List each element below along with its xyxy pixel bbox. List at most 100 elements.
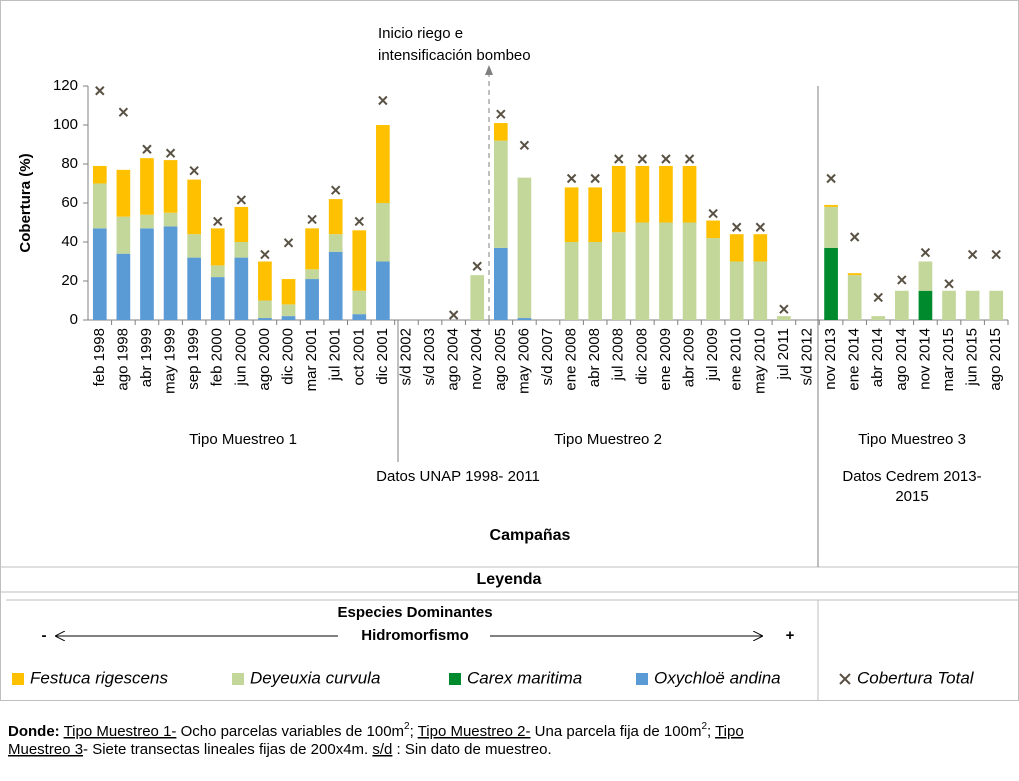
x-tick-label: ene 2010 [728, 328, 745, 391]
x-tick-label: ago 2004 [445, 328, 462, 391]
total-marker [354, 216, 364, 227]
x-tick-label: nov 2014 [916, 328, 933, 390]
legend-label: Festuca rigescens [30, 668, 168, 687]
bar-segment [895, 290, 909, 320]
bar-segment [777, 316, 791, 320]
legend-swatch [12, 673, 24, 685]
bar-segment [753, 234, 768, 262]
bar-segment [942, 290, 956, 320]
bar-segment [210, 228, 225, 266]
bar-segment [281, 279, 296, 305]
bar-segment [659, 165, 673, 223]
bar-segment [659, 222, 673, 320]
bar-segment [493, 140, 508, 248]
x-tick-label: s/d 2012 [798, 328, 815, 386]
x-tick-label: s/d 2007 [539, 328, 556, 386]
bar-segment [328, 251, 343, 320]
gradient-label: Hidromorfismo [361, 627, 469, 644]
bar-segment [281, 316, 296, 320]
total-marker [283, 238, 294, 248]
bar-segment [352, 230, 367, 291]
bar-segment [635, 222, 650, 320]
bar-segment [210, 277, 225, 320]
total-marker [897, 275, 907, 285]
bar-segment [517, 318, 532, 320]
x-tick-label: ene 2009 [657, 328, 674, 391]
legend-swatch [449, 673, 461, 685]
bar-segment [918, 261, 933, 291]
note: Muestreo 3- Siete transectas lineales fi… [8, 741, 552, 758]
bar-segment [234, 242, 249, 258]
bar-segment [140, 228, 154, 320]
total-marker [779, 304, 789, 314]
total-marker [614, 154, 624, 164]
total-marker [732, 222, 742, 232]
total-marker [708, 208, 718, 219]
x-tick-label: jul 2011 [775, 328, 792, 380]
group-label: Tipo Muestreo 3 [858, 431, 966, 448]
y-tick-label: 0 [70, 311, 78, 328]
total-marker [118, 107, 129, 117]
bar-segment [965, 290, 980, 320]
x-tick-label: ago 2000 [256, 328, 273, 391]
y-tick-label: 20 [61, 272, 78, 289]
total-marker [519, 140, 530, 151]
x-tick-label: ago 2015 [987, 328, 1004, 391]
bar-segment [352, 290, 367, 315]
x-tick-label: s/d 2003 [421, 328, 438, 386]
total-marker [142, 144, 152, 154]
bar-segment [140, 214, 154, 229]
bar-segment [258, 300, 272, 319]
legend-marker [839, 673, 851, 685]
bar-segment [281, 304, 296, 317]
bar-segment [918, 290, 933, 320]
total-marker [566, 173, 577, 184]
bar-segment [517, 177, 532, 319]
bar-segment [611, 165, 626, 233]
x-tick-label: oct 2001 [350, 328, 367, 386]
y-tick-label: 80 [61, 155, 78, 172]
x-tick-label: s/d 2002 [397, 328, 414, 386]
x-tick-label: abr 2008 [586, 328, 603, 387]
bar-segment [824, 204, 838, 207]
total-marker [330, 185, 341, 195]
total-marker [849, 232, 860, 242]
bar-segment [564, 187, 579, 242]
bar-segment [564, 242, 579, 320]
bar-segment [234, 206, 249, 242]
gradient-low: - [42, 627, 47, 644]
bar-segment [305, 269, 319, 280]
bar-segment [258, 261, 272, 301]
legend-label: Oxychloë andina [654, 668, 781, 687]
x-tick-label: dic 2008 [633, 328, 650, 385]
legend-label: Deyeuxia curvula [250, 668, 380, 687]
total-marker [991, 249, 1001, 260]
x-tick-label: ago 2005 [492, 328, 509, 391]
total-marker [189, 165, 199, 176]
x-tick-label: jul 2008 [610, 328, 627, 382]
bar-segment [588, 242, 603, 320]
bar-segment [493, 123, 508, 141]
bar-segment [163, 212, 178, 227]
x-tick-label: mar 2015 [940, 328, 957, 391]
x-tick-label: dic 2001 [374, 328, 391, 385]
y-tick-label: 100 [53, 116, 78, 133]
y-axis-title: Cobertura (%) [17, 153, 34, 252]
bar-segment [682, 222, 697, 320]
bar-segment [706, 220, 720, 239]
x-tick-label: dic 2000 [279, 328, 296, 385]
x-tick-label: sep 1999 [185, 328, 202, 390]
bar-segment [328, 234, 343, 252]
x-tick-label: abr 2014 [869, 328, 886, 387]
total-marker [165, 148, 176, 158]
bar-segment [352, 314, 367, 320]
total-marker [260, 249, 270, 260]
total-marker [684, 154, 695, 164]
bar-segment [847, 275, 862, 320]
group-label: Tipo Muestreo 2 [554, 431, 662, 448]
x-tick-label: may 2006 [515, 328, 532, 394]
bar-segment [682, 165, 697, 223]
total-marker [661, 154, 671, 164]
total-marker [826, 173, 836, 184]
